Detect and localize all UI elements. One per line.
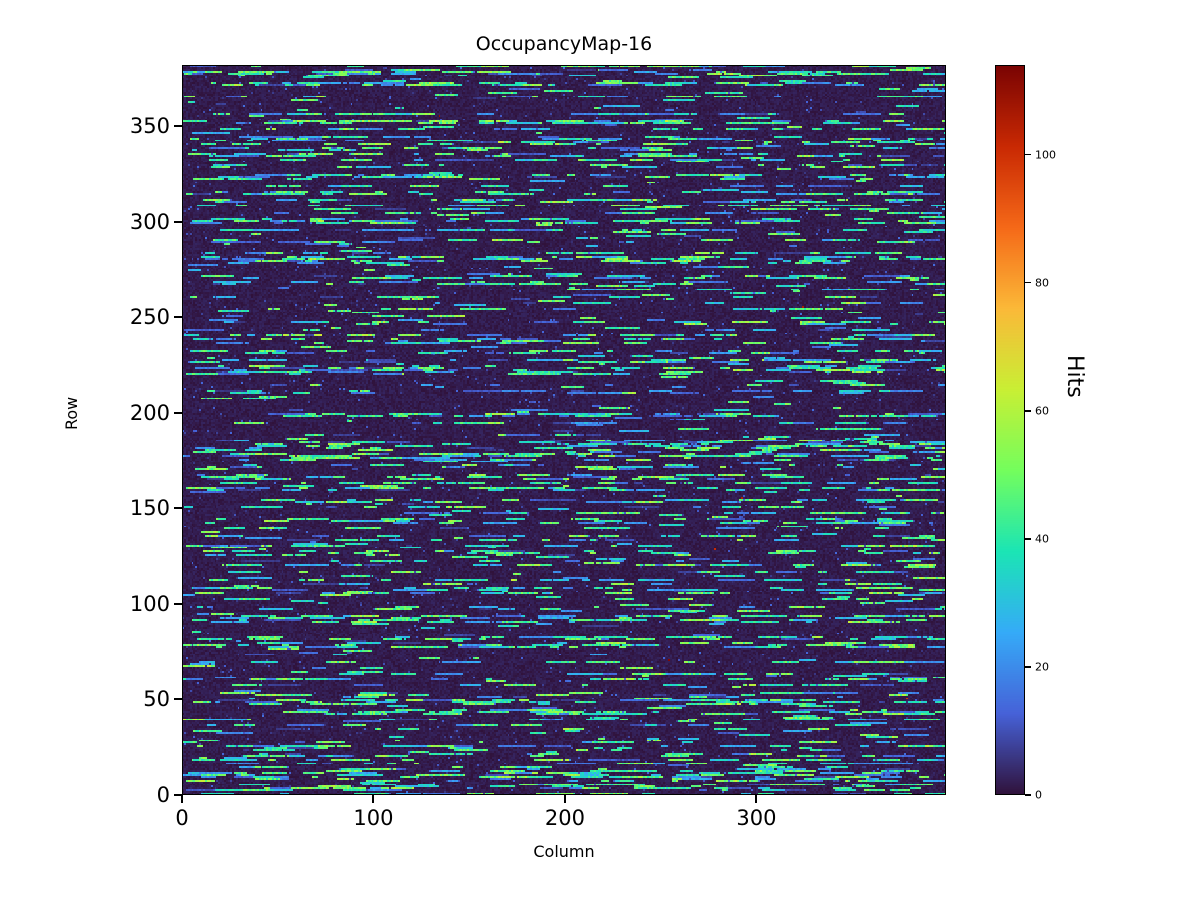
colorbar-tick-label: 40 (1035, 532, 1049, 546)
y-tick-label: 100 (129, 591, 170, 616)
x-tick-mark (372, 795, 375, 803)
y-tick-mark (174, 125, 182, 128)
colorbar (995, 65, 1025, 795)
y-tick-label: 200 (129, 400, 170, 425)
y-tick-label: 50 (143, 687, 170, 712)
colorbar-tick-mark (1025, 538, 1031, 540)
colorbar-tick-mark (1025, 410, 1031, 412)
colorbar-tick-label: 60 (1035, 404, 1049, 418)
colorbar-label: Hits (1062, 355, 1087, 398)
colorbar-tick-label: 20 (1035, 660, 1049, 674)
y-tick-mark (174, 411, 182, 414)
y-tick-label: 0 (156, 783, 170, 807)
x-tick-label: 0 (175, 806, 189, 830)
y-tick-mark (174, 602, 182, 605)
y-tick-label: 300 (129, 209, 170, 234)
colorbar-tick-mark (1025, 281, 1031, 284)
colorbar-tick-mark (1025, 666, 1031, 668)
y-tick-label: 350 (129, 114, 170, 139)
y-tick-label: 250 (129, 305, 170, 330)
y-tick-mark (174, 794, 182, 796)
y-tick-mark (174, 220, 182, 223)
chart-title: OccupancyMap-16 (475, 33, 653, 55)
y-tick-label: 150 (129, 496, 170, 521)
x-tick-mark (181, 795, 183, 803)
colorbar-tick-label: 0 (1035, 788, 1042, 802)
x-tick-mark (755, 795, 758, 803)
heatmap-plot (182, 65, 946, 795)
y-tick-mark (174, 507, 182, 510)
colorbar-tick-mark (1025, 153, 1031, 156)
x-tick-label: 100 (353, 806, 394, 830)
y-tick-mark (174, 316, 182, 319)
x-tick-mark (563, 795, 566, 803)
x-axis-label: Column (533, 842, 595, 861)
colorbar-tick-label: 80 (1035, 276, 1049, 290)
colorbar-tick-label: 100 (1035, 148, 1056, 162)
x-tick-label: 200 (544, 806, 585, 830)
y-tick-mark (174, 698, 182, 701)
x-tick-label: 300 (736, 806, 777, 830)
colorbar-tick-mark (1025, 794, 1031, 796)
